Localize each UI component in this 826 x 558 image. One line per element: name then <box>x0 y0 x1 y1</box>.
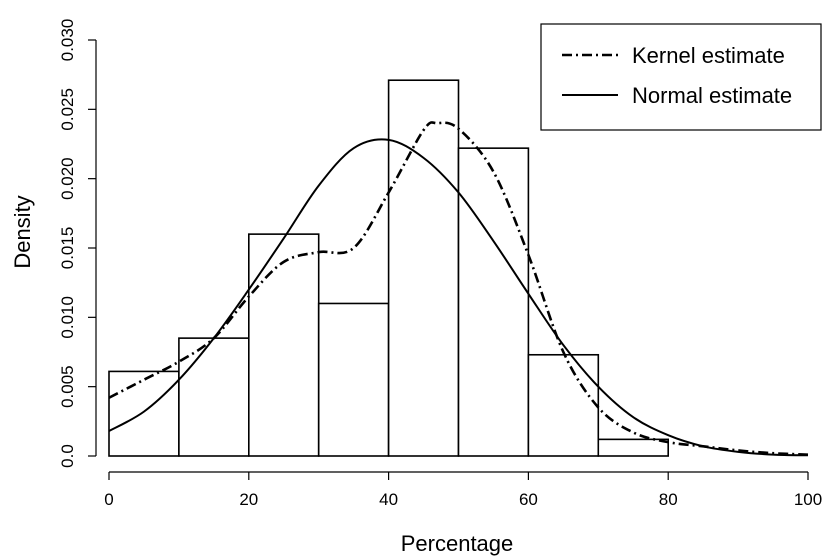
histogram-bar-0 <box>108 370 180 457</box>
y-axis: 0.0 0.005 0.010 0.015 0.020 0.025 0.030 <box>58 19 97 468</box>
x-tick-label-2: 40 <box>379 490 398 509</box>
histogram-bar-4 <box>387 79 460 457</box>
histogram-bar-5 <box>457 147 530 457</box>
x-tick-label-4: 80 <box>659 490 678 509</box>
x-tick-label-0: 0 <box>104 490 113 509</box>
y-tick-label-6: 0.030 <box>58 19 77 62</box>
x-tick-label-5: 100 <box>794 490 822 509</box>
histogram-bar-7 <box>597 438 669 457</box>
y-tick-label-2: 0.010 <box>58 296 77 339</box>
y-axis-title: Density <box>10 195 35 268</box>
legend-label-kernel: Kernel estimate <box>632 43 785 68</box>
x-tick-label-1: 20 <box>239 490 258 509</box>
histogram-bar-3 <box>317 302 390 457</box>
y-tick-label-4: 0.020 <box>58 157 77 200</box>
y-tick-label-5: 0.025 <box>58 88 77 131</box>
density-curves <box>108 121 809 457</box>
histogram-bars <box>108 79 669 457</box>
histogram-bar-1 <box>178 337 250 457</box>
histogram-bar-2 <box>248 233 320 457</box>
x-axis: 0 20 40 60 80 100 <box>104 471 822 509</box>
legend: Kernel estimate Normal estimate <box>540 23 822 131</box>
legend-label-normal: Normal estimate <box>632 83 792 108</box>
y-tick-label-3: 0.015 <box>58 227 77 270</box>
normal-estimate-curve <box>108 138 809 457</box>
x-tick-label-3: 60 <box>519 490 538 509</box>
kernel-estimate-curve <box>108 121 809 456</box>
x-axis-title: Percentage <box>401 531 514 556</box>
y-tick-label-1: 0.005 <box>58 365 77 408</box>
legend-box <box>540 23 822 131</box>
histogram-bar-6 <box>527 353 600 457</box>
y-tick-label-0: 0.0 <box>58 444 77 468</box>
